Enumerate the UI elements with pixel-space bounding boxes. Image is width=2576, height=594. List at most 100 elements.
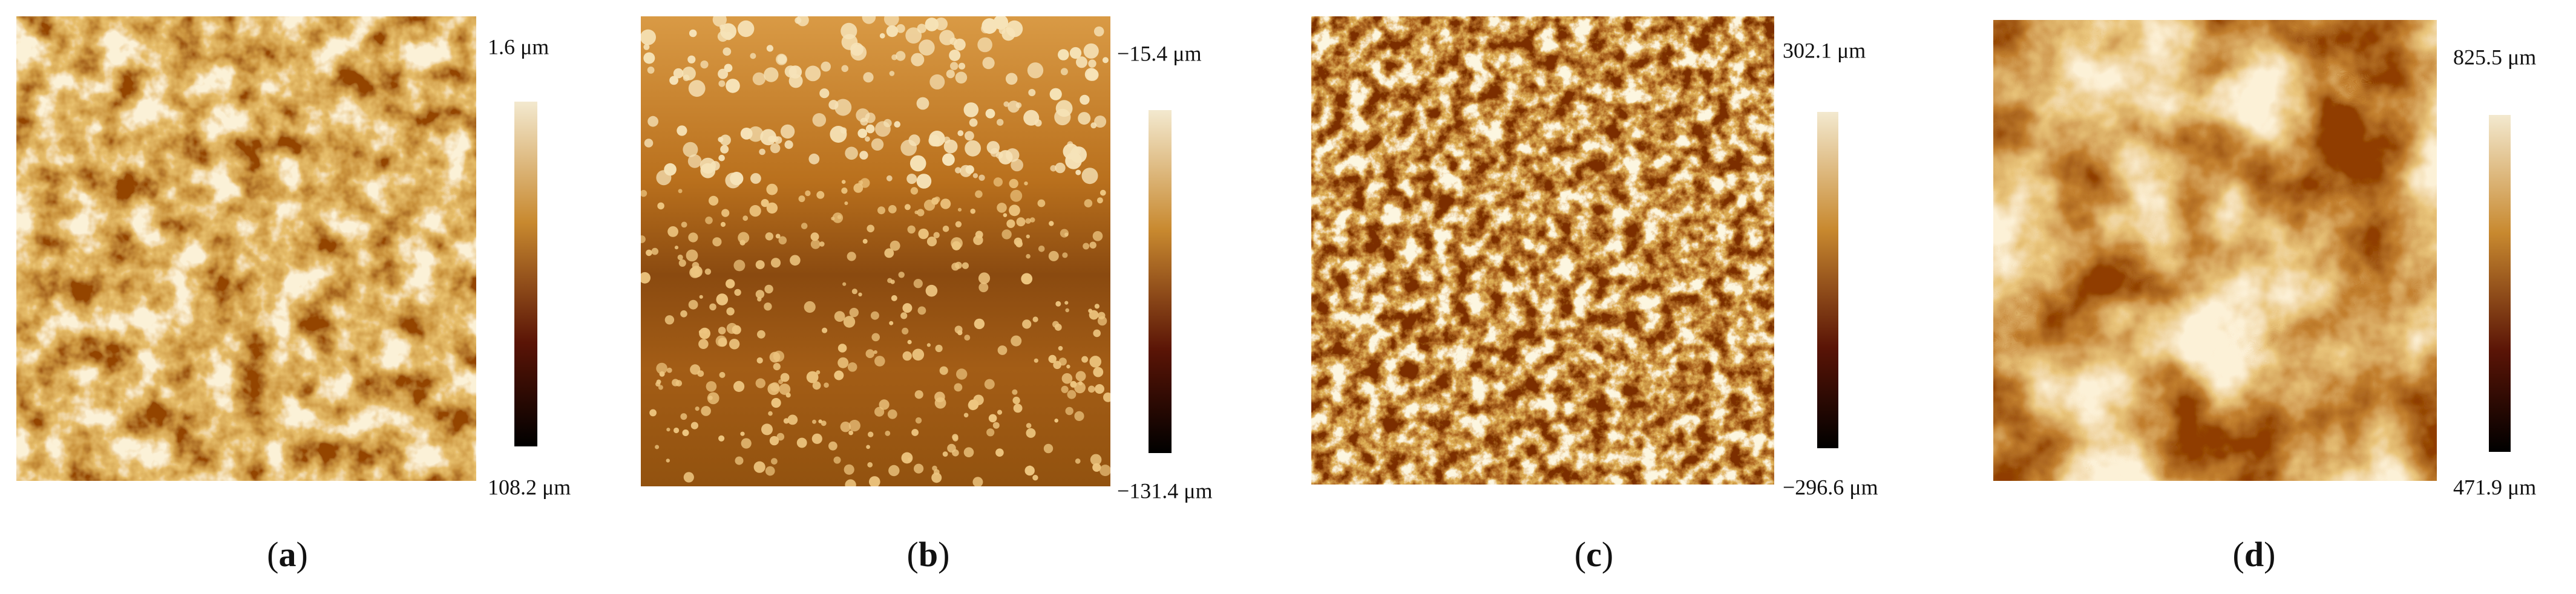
- droplet: [956, 368, 968, 380]
- droplet: [1043, 443, 1054, 454]
- droplet: [784, 140, 793, 149]
- droplet: [673, 68, 684, 79]
- droplet: [1015, 240, 1023, 248]
- droplet: [718, 435, 725, 442]
- droplet: [1100, 465, 1110, 477]
- droplet: [1048, 250, 1059, 261]
- droplet: [1084, 199, 1093, 207]
- droplet: [719, 134, 731, 146]
- droplet: [1069, 47, 1082, 59]
- droplet: [1023, 109, 1040, 126]
- droplet: [993, 16, 1009, 30]
- droplet: [887, 409, 897, 419]
- droplet: [765, 232, 774, 241]
- droplet: [865, 113, 876, 123]
- droplet: [750, 173, 761, 184]
- droplet: [905, 27, 922, 44]
- droplet: [874, 406, 885, 417]
- droplet: [929, 74, 945, 90]
- droplet: [1055, 162, 1066, 174]
- droplet: [873, 350, 877, 354]
- droplet: [699, 295, 703, 299]
- droplet: [686, 249, 698, 262]
- droplet: [1049, 221, 1054, 226]
- droplet: [997, 410, 1003, 415]
- droplet: [891, 54, 897, 60]
- droplet: [975, 190, 983, 198]
- droplet: [887, 278, 893, 283]
- droplet: [705, 217, 713, 224]
- droplet: [700, 163, 716, 178]
- droplet: [898, 272, 905, 278]
- droplet: [681, 221, 687, 228]
- droplet: [969, 118, 978, 127]
- droplet: [916, 174, 932, 189]
- droplet: [907, 457, 912, 462]
- droplet: [926, 237, 937, 247]
- droplet: [847, 252, 856, 261]
- droplet: [707, 392, 719, 405]
- droplet: [879, 33, 885, 39]
- droplet: [1092, 463, 1101, 472]
- droplet: [771, 458, 778, 465]
- droplet: [812, 419, 816, 424]
- droplet: [978, 272, 991, 284]
- droplet: [1027, 465, 1032, 469]
- droplet: [688, 80, 706, 97]
- droplet: [764, 67, 779, 82]
- droplet: [709, 195, 719, 206]
- droplet: [940, 198, 951, 209]
- droplet: [1081, 356, 1089, 363]
- droplet: [939, 30, 955, 45]
- droplet: [853, 183, 864, 193]
- droplet: [687, 154, 702, 168]
- droplet: [1026, 253, 1031, 259]
- droplet: [1050, 165, 1057, 172]
- droplet: [841, 22, 857, 39]
- droplet: [955, 167, 962, 174]
- droplet: [1090, 454, 1102, 466]
- droplet: [841, 188, 848, 194]
- droplet: [862, 16, 876, 24]
- droplet: [840, 127, 847, 134]
- droplet: [955, 71, 968, 84]
- droplet: [828, 441, 837, 451]
- droplet: [1024, 181, 1028, 186]
- droplet: [914, 463, 924, 474]
- droplet: [779, 383, 791, 395]
- droplet: [1006, 20, 1023, 38]
- droplet: [683, 472, 694, 483]
- droplet: [656, 170, 672, 186]
- droplet: [719, 371, 726, 378]
- droplet: [970, 208, 975, 214]
- droplet: [1095, 384, 1104, 394]
- droplet: [721, 209, 730, 217]
- droplet: [1060, 68, 1068, 76]
- droplet: [780, 124, 795, 139]
- droplet: [703, 329, 708, 334]
- droplet: [1075, 371, 1086, 382]
- droplet: [732, 325, 741, 335]
- droplet: [900, 312, 908, 319]
- droplet: [886, 175, 893, 181]
- droplet: [666, 367, 672, 373]
- scale-top-label: 302.1 μm: [1783, 38, 1866, 62]
- droplet: [689, 29, 697, 38]
- droplet: [804, 301, 816, 313]
- droplet: [1093, 26, 1104, 37]
- droplet: [868, 431, 874, 437]
- droplet: [981, 24, 991, 34]
- droplet: [658, 385, 663, 390]
- droplet: [977, 37, 992, 53]
- droplet: [896, 51, 906, 61]
- droplet: [986, 428, 995, 437]
- droplet: [734, 289, 741, 296]
- droplet: [957, 130, 964, 137]
- droplet: [641, 272, 651, 284]
- droplet: [1084, 68, 1098, 81]
- panel-label: (d): [2233, 535, 2276, 574]
- droplet: [756, 357, 763, 364]
- droplet: [845, 479, 856, 486]
- droplet: [933, 232, 940, 238]
- droplet: [902, 351, 912, 361]
